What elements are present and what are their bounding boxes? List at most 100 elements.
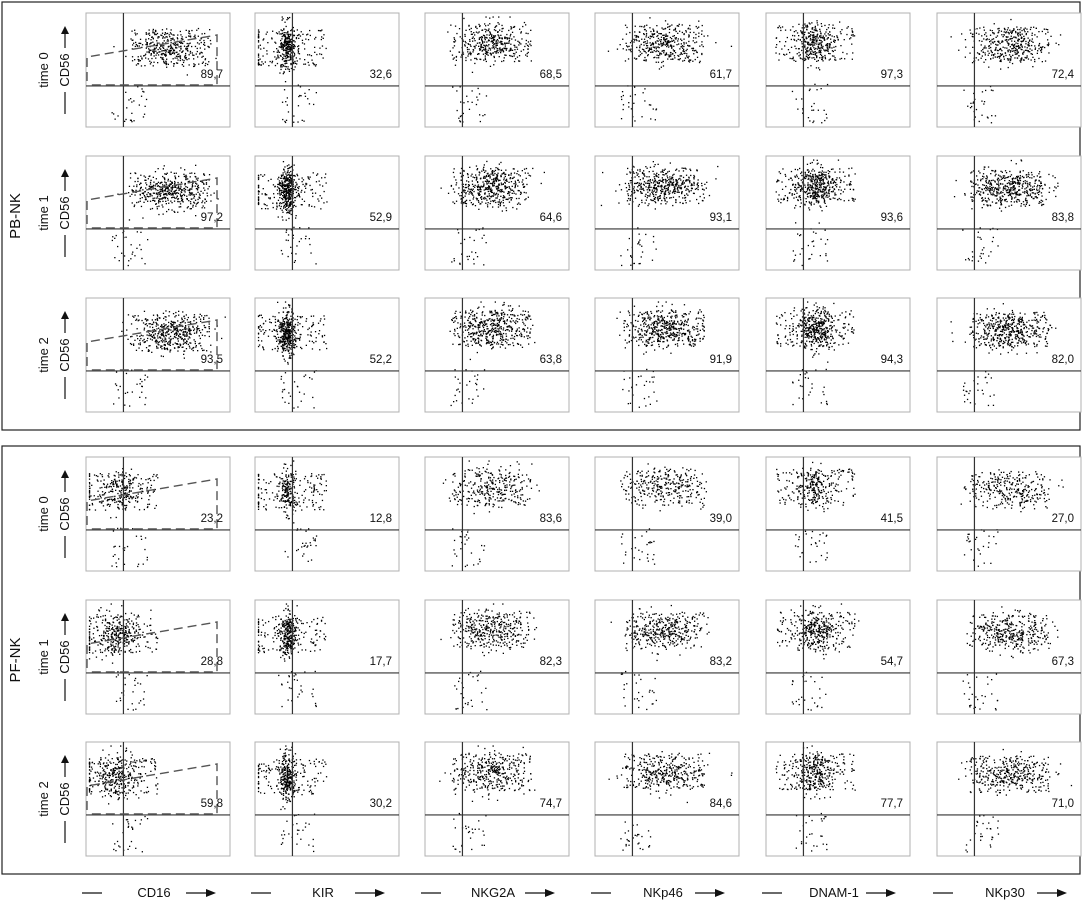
event-dot (455, 200, 458, 202)
event-dot (491, 41, 494, 43)
event-dot (504, 186, 506, 188)
event-dot (171, 188, 173, 190)
event-dot (308, 54, 311, 56)
event-dot (813, 47, 815, 49)
event-dot (285, 219, 287, 221)
event-dot (131, 189, 133, 191)
event-dot (510, 55, 512, 57)
event-dot (813, 57, 815, 59)
event-dot (316, 53, 318, 56)
event-dot (852, 52, 854, 54)
event-dot (284, 39, 286, 41)
event-dot (670, 184, 672, 186)
event-dot (182, 50, 184, 52)
event-dots (950, 18, 1062, 124)
event-dot (324, 176, 326, 179)
event-dot (805, 58, 807, 61)
event-dot (693, 37, 695, 39)
event-dot (148, 49, 151, 51)
event-dot (452, 201, 454, 203)
event-dot (664, 188, 666, 190)
event-dot (158, 213, 160, 216)
event-dot (525, 167, 528, 170)
event-dot (131, 202, 133, 204)
event-dot (809, 202, 811, 204)
event-dot (283, 194, 286, 196)
event-dot (494, 172, 496, 175)
event-dot (677, 38, 679, 40)
event-dot (490, 33, 492, 35)
event-dot (181, 42, 183, 44)
event-dot (832, 27, 834, 29)
event-dot (500, 182, 502, 184)
event-dot (1031, 44, 1033, 47)
event-dot (286, 184, 289, 186)
event-dot (155, 203, 157, 205)
event-dot (279, 194, 281, 196)
event-dot (694, 188, 697, 190)
event-dot (795, 98, 797, 100)
event-dot (257, 190, 260, 192)
event-dot (630, 48, 632, 50)
event-dot (517, 179, 519, 181)
event-dot (810, 65, 812, 67)
event-dot (306, 34, 308, 36)
event-dot (826, 83, 829, 86)
event-dot (814, 44, 816, 46)
event-dot (153, 51, 155, 53)
event-dot (630, 40, 633, 42)
event-dot (179, 41, 181, 43)
event-dot (148, 185, 150, 187)
event-dot (476, 169, 478, 171)
event-dot (142, 189, 144, 191)
event-dot (688, 36, 690, 38)
event-dot (781, 26, 784, 28)
event-dot (506, 47, 508, 50)
event-dot (495, 185, 498, 188)
event-dot (208, 185, 210, 188)
event-dot (775, 37, 778, 39)
event-dot (645, 59, 647, 61)
event-dot (290, 63, 292, 65)
event-dot (207, 37, 209, 39)
event-dot (173, 53, 176, 55)
event-dot (204, 198, 206, 201)
event-dot (983, 29, 985, 31)
event-dot (203, 207, 206, 209)
event-dot (632, 171, 634, 173)
event-dot (498, 36, 500, 39)
event-dot (158, 42, 160, 44)
event-dot (155, 45, 157, 47)
event-dot (471, 71, 474, 73)
event-dot (125, 118, 127, 121)
event-dot (153, 192, 155, 194)
event-dot (838, 177, 841, 179)
event-dot (816, 22, 818, 24)
event-dot (621, 98, 623, 101)
event-dot (501, 28, 503, 30)
event-dot (147, 196, 150, 198)
event-dot (809, 51, 812, 53)
event-dot (675, 169, 677, 171)
event-dot (162, 175, 164, 178)
event-dot (520, 50, 522, 52)
event-dot (296, 175, 299, 177)
event-dot (814, 173, 816, 175)
event-dot (144, 54, 146, 57)
event-dot (832, 191, 834, 193)
event-dot (276, 189, 278, 191)
event-dot (484, 37, 486, 39)
event-dot (1010, 50, 1012, 52)
event-dot (815, 28, 817, 30)
event-dot (460, 56, 462, 58)
event-dot (638, 40, 640, 42)
event-dot (297, 84, 299, 86)
event-dot (701, 24, 703, 27)
event-dot (639, 188, 641, 190)
event-dot (818, 47, 820, 49)
event-dot (465, 192, 467, 194)
event-dot (286, 36, 288, 39)
event-dot (511, 55, 514, 58)
event-dot (193, 197, 195, 199)
event-dot (471, 183, 474, 185)
